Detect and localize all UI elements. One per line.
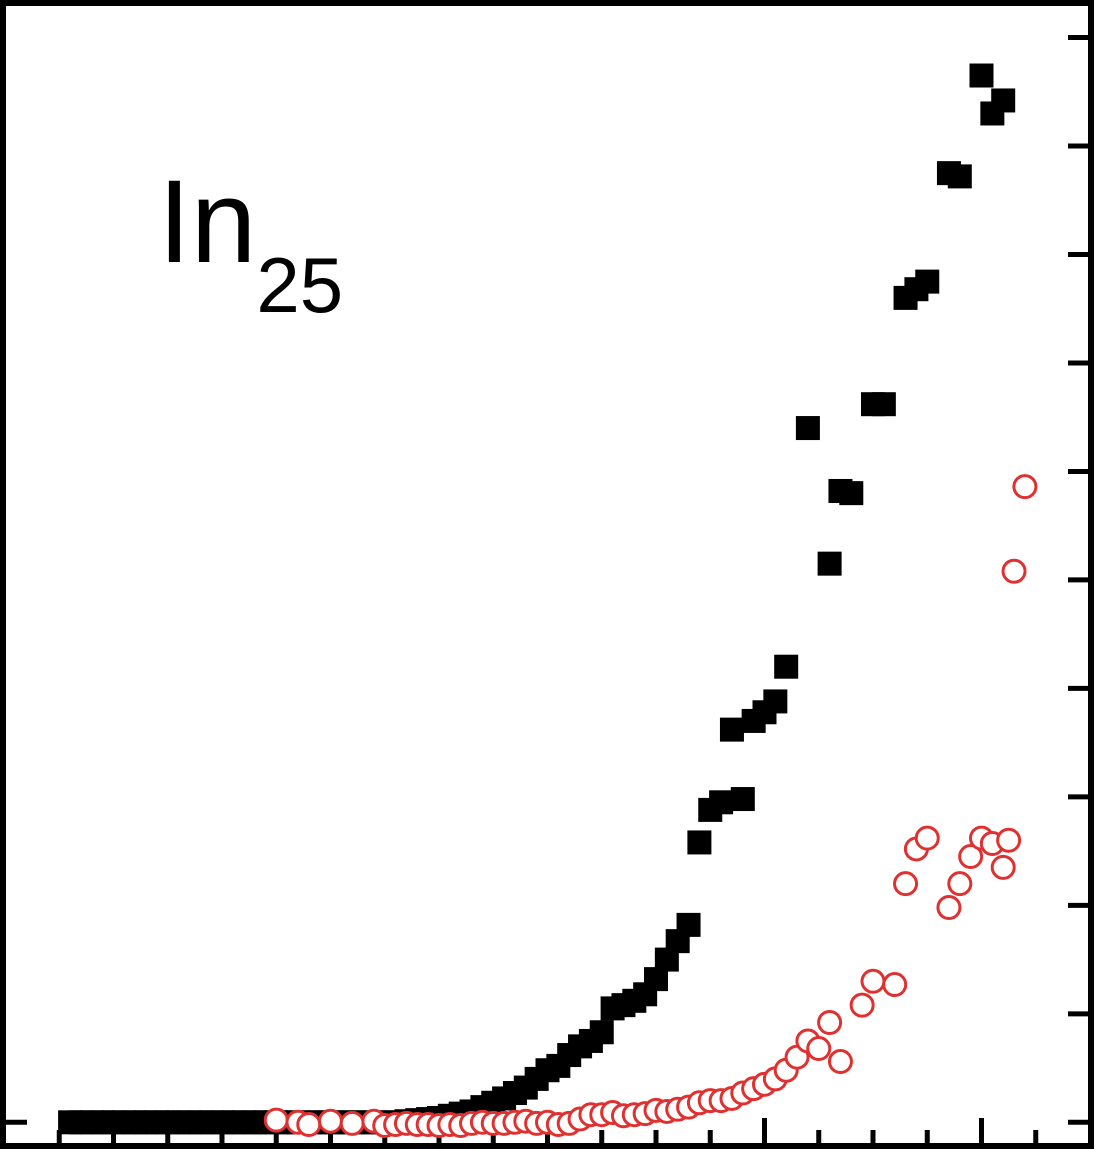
annotation-main: In: [158, 156, 256, 288]
data-point-circle: [296, 1111, 322, 1137]
chart-annotation: In25: [158, 156, 343, 329]
data-point-circle: [263, 1107, 289, 1133]
data-point-circle: [990, 854, 1016, 880]
data-point-square: [676, 912, 701, 937]
data-point-circle: [827, 1049, 853, 1075]
data-point-circle: [860, 968, 886, 994]
data-point-circle: [893, 871, 919, 897]
data-point-square: [719, 717, 744, 742]
data-point-square: [709, 790, 734, 815]
data-point-circle: [936, 895, 962, 921]
data-point-circle: [849, 992, 875, 1018]
data-point-square: [730, 787, 755, 812]
data-point-circle: [1012, 474, 1038, 500]
data-point-square: [774, 654, 799, 679]
data-point-square: [763, 689, 788, 714]
annotation-subscript: 25: [256, 241, 343, 329]
data-point-circle: [996, 827, 1022, 853]
data-point-square: [839, 481, 864, 506]
data-point-circle: [339, 1110, 365, 1136]
data-point-circle: [318, 1108, 343, 1134]
data-point-circle: [806, 1036, 832, 1062]
series-red-circles: [263, 474, 1038, 1139]
data-point-circle: [958, 844, 984, 870]
data-point-square: [871, 392, 896, 417]
data-point-square: [915, 269, 940, 294]
data-point-circle: [1001, 558, 1027, 584]
data-point-square: [589, 1020, 614, 1045]
data-point-square: [969, 63, 994, 88]
data-point-circle: [947, 871, 973, 897]
data-point-square: [687, 830, 712, 855]
data-point-circle: [914, 825, 940, 851]
data-point-circle: [882, 972, 908, 998]
data-point-square: [817, 551, 842, 576]
data-point-circle: [817, 1010, 843, 1036]
data-point-square: [947, 164, 972, 189]
data-point-square: [991, 88, 1016, 113]
data-point-square: [795, 416, 820, 441]
